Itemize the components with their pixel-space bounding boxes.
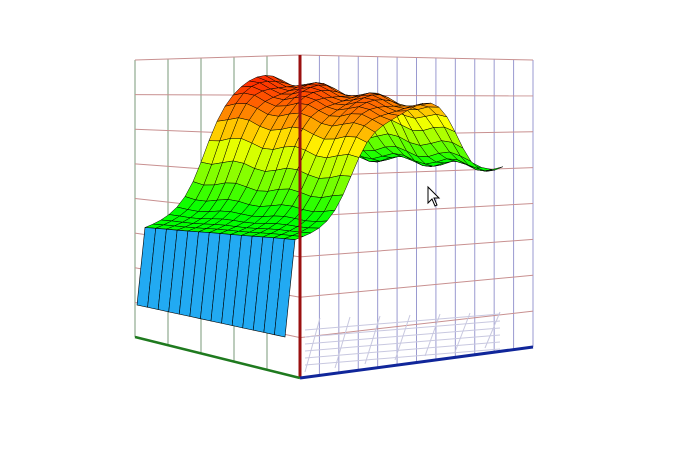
front-face xyxy=(274,238,296,338)
floor-line xyxy=(304,317,321,373)
right-axis xyxy=(299,345,534,380)
floor-line xyxy=(304,341,501,359)
left-axis xyxy=(134,335,301,380)
floor-line xyxy=(364,315,381,365)
surface-mesh xyxy=(136,75,504,338)
grid-line xyxy=(299,238,534,258)
floor-line xyxy=(454,312,471,353)
floor-line xyxy=(394,314,411,361)
grid-line xyxy=(299,274,534,298)
grid-line xyxy=(134,54,301,61)
floor-line xyxy=(304,313,501,331)
floor-line xyxy=(304,348,501,366)
grid-line xyxy=(299,203,534,217)
floor-line xyxy=(304,334,501,352)
grid-line xyxy=(299,54,534,61)
floor-line xyxy=(334,316,351,369)
floor-line xyxy=(484,311,501,349)
mouse-cursor xyxy=(427,185,441,207)
floor-line xyxy=(304,320,501,338)
grid-line xyxy=(299,310,534,339)
floor-line xyxy=(424,313,441,357)
